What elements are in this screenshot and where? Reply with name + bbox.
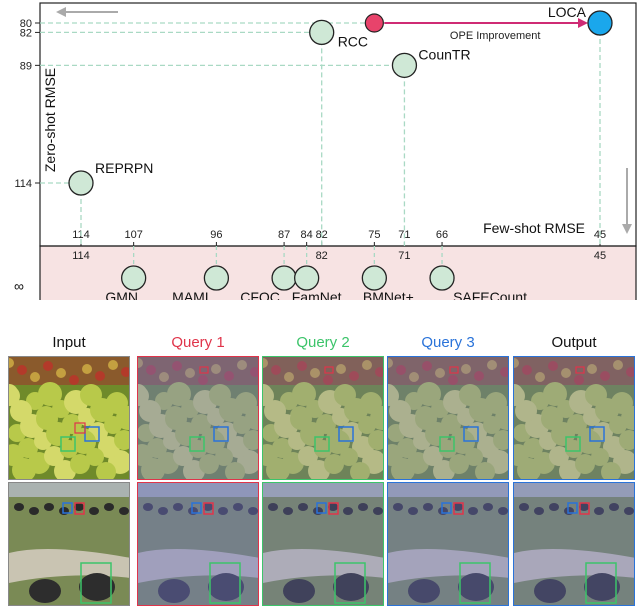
better-direction-arrowhead-y <box>622 224 632 234</box>
point-reprpn <box>68 170 94 196</box>
x-tick-label: 107 <box>124 229 142 241</box>
column-header-query-2: Query 2 <box>296 334 350 351</box>
point-rcc <box>309 19 335 46</box>
column-header-query-1: Query 1 <box>171 334 225 351</box>
grid-image-row1-input <box>8 356 130 480</box>
plot-frame <box>39 2 637 247</box>
point-maml <box>203 265 230 291</box>
point-gmn <box>121 265 147 291</box>
point-ope <box>364 13 384 33</box>
point-label-gmn: GMN <box>105 289 138 300</box>
point-loca <box>587 10 613 36</box>
point-countr <box>391 52 418 79</box>
ope-annotation: OPE Improvement <box>450 30 540 42</box>
grid-image-row2-input <box>8 482 130 606</box>
column-header-output: Output <box>551 334 597 351</box>
x-tick-label-bottom: 45 <box>594 250 606 262</box>
y-axis-label: Zero-shot RMSE <box>42 68 58 172</box>
y-tick-label: 82 <box>20 27 32 39</box>
grid-image-row1-output <box>513 356 635 480</box>
point-label-reprpn: REPRPN <box>95 160 153 176</box>
point-label-bmnet: BMNet+ <box>363 289 414 300</box>
column-header-input: Input <box>52 334 86 351</box>
point-famnet <box>294 265 320 291</box>
point-label-loca: LOCA <box>548 4 587 20</box>
grid-image-row2-query-1 <box>137 482 259 606</box>
x-tick-label-bottom: 82 <box>316 250 328 262</box>
grid-image-row1-query-3 <box>387 356 509 480</box>
point-label-famnet: FamNet <box>292 289 342 300</box>
better-direction-arrowhead-x <box>56 7 66 17</box>
y-tick-label: 89 <box>20 60 32 72</box>
grid-image-row2-output <box>513 482 635 606</box>
x-tick-label: 87 <box>278 229 290 241</box>
grid-image-row1-query-2 <box>262 356 384 480</box>
x-axis-label: Few-shot RMSE <box>483 220 585 236</box>
x-tick-label: 96 <box>210 229 222 241</box>
y-tick-label: 80 <box>20 18 32 30</box>
point-label-rcc: RCC <box>338 33 368 49</box>
x-tick-label-bottom: 71 <box>398 250 410 262</box>
point-cfoc <box>271 265 297 291</box>
y-tick-label: 114 <box>14 178 32 190</box>
point-label-safecount: SAFECount <box>453 289 527 300</box>
grid-image-row1-query-1 <box>137 356 259 480</box>
point-label-maml: MAML <box>172 289 213 300</box>
infinity-label: ∞ <box>14 278 24 294</box>
x-tick-label: 84 <box>301 229 313 241</box>
grid-image-row2-query-3 <box>387 482 509 606</box>
column-header-query-3: Query 3 <box>421 334 475 351</box>
x-tick-label: 66 <box>436 229 448 241</box>
point-safecount <box>429 265 455 291</box>
grid-image-row2-query-2 <box>262 482 384 606</box>
point-bmnet <box>361 265 387 291</box>
x-tick-label: 75 <box>368 229 380 241</box>
x-tick-label-bottom: 114 <box>72 250 90 262</box>
ope-arrowhead <box>578 18 588 28</box>
point-label-countr: CounTR <box>418 46 470 62</box>
point-label-cfoc: CFOC <box>240 289 280 300</box>
